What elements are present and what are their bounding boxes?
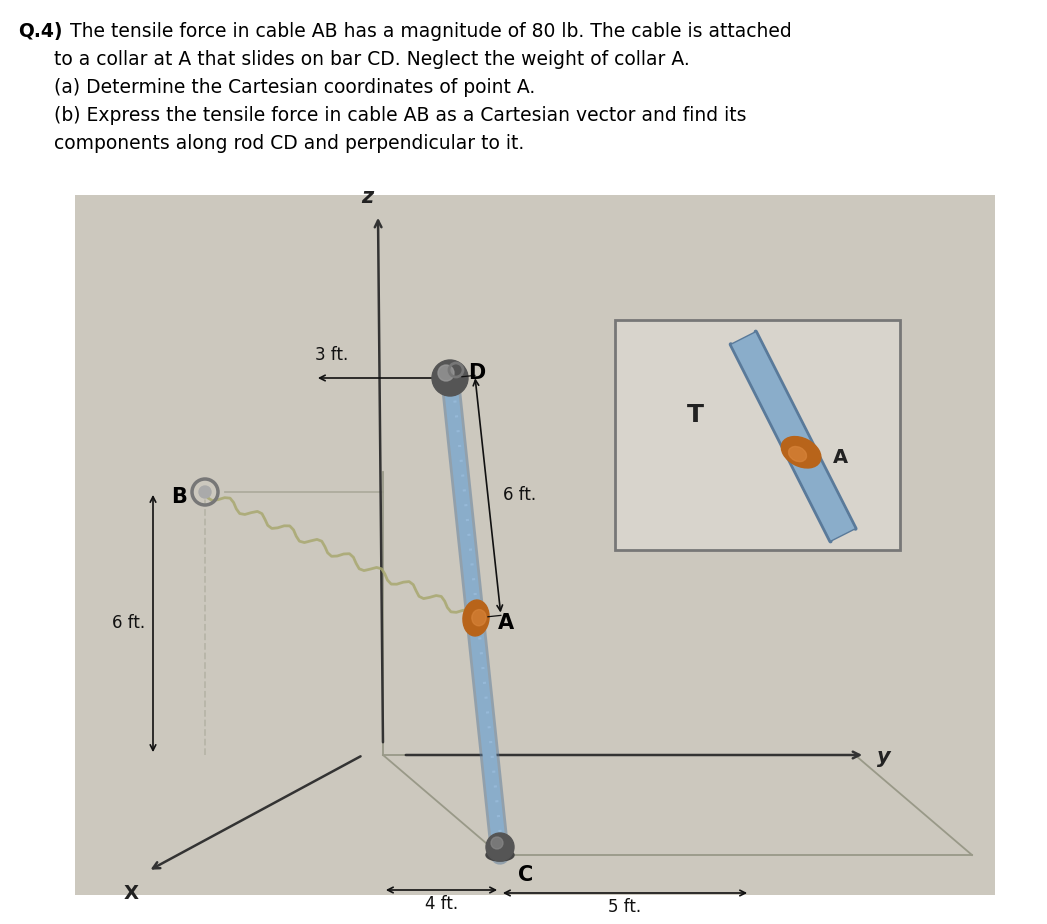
Ellipse shape xyxy=(486,849,514,861)
Text: A: A xyxy=(498,613,514,633)
Text: D: D xyxy=(468,363,485,383)
Circle shape xyxy=(432,360,468,396)
Circle shape xyxy=(199,486,211,498)
Text: (b) Express the tensile force in cable AB as a Cartesian vector and find its: (b) Express the tensile force in cable A… xyxy=(18,106,747,125)
Text: (a) Determine the Cartesian coordinates of point A.: (a) Determine the Cartesian coordinates … xyxy=(18,78,535,97)
Bar xyxy=(75,195,995,895)
Text: to a collar at A that slides on bar CD. Neglect the weight of collar A.: to a collar at A that slides on bar CD. … xyxy=(18,50,690,69)
Text: y: y xyxy=(877,747,891,767)
Ellipse shape xyxy=(463,600,489,636)
Ellipse shape xyxy=(472,610,486,626)
Bar xyxy=(615,320,900,550)
Text: components along rod CD and perpendicular to it.: components along rod CD and perpendicula… xyxy=(18,134,525,153)
Text: B: B xyxy=(171,487,187,507)
Text: T: T xyxy=(687,403,704,427)
Text: 4 ft.: 4 ft. xyxy=(425,895,459,913)
Text: The tensile force in cable AB has a magnitude of 80 lb. The cable is attached: The tensile force in cable AB has a magn… xyxy=(70,22,792,41)
Text: X: X xyxy=(124,884,138,903)
Polygon shape xyxy=(731,332,855,541)
Text: 3 ft.: 3 ft. xyxy=(315,346,349,364)
Text: C: C xyxy=(518,865,533,885)
Text: Q.4): Q.4) xyxy=(18,22,63,41)
Text: A: A xyxy=(833,448,848,467)
Circle shape xyxy=(486,833,514,861)
Text: z: z xyxy=(361,187,373,207)
Circle shape xyxy=(491,837,503,849)
Ellipse shape xyxy=(788,446,806,462)
Ellipse shape xyxy=(781,436,821,468)
Text: 6 ft.: 6 ft. xyxy=(503,486,536,505)
Text: 6 ft.: 6 ft. xyxy=(112,614,144,633)
Circle shape xyxy=(438,365,454,381)
Text: 5 ft.: 5 ft. xyxy=(608,898,642,916)
